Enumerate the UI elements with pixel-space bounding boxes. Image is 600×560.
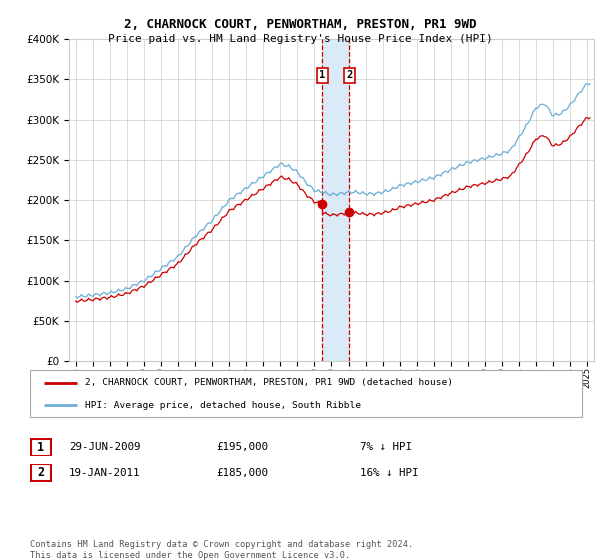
Text: 29-JUN-2009: 29-JUN-2009	[69, 442, 140, 452]
Text: 2: 2	[37, 466, 44, 479]
Text: Price paid vs. HM Land Registry's House Price Index (HPI): Price paid vs. HM Land Registry's House …	[107, 34, 493, 44]
Text: 2: 2	[346, 71, 352, 81]
Text: 7% ↓ HPI: 7% ↓ HPI	[360, 442, 412, 452]
FancyBboxPatch shape	[30, 370, 582, 417]
Text: HPI: Average price, detached house, South Ribble: HPI: Average price, detached house, Sout…	[85, 401, 361, 410]
Bar	[322, 39, 349, 361]
FancyBboxPatch shape	[31, 439, 51, 456]
Text: 2, CHARNOCK COURT, PENWORTHAM, PRESTON, PR1 9WD: 2, CHARNOCK COURT, PENWORTHAM, PRESTON, …	[124, 18, 476, 31]
Text: 1: 1	[37, 441, 44, 454]
Text: Contains HM Land Registry data © Crown copyright and database right 2024.
This d: Contains HM Land Registry data © Crown c…	[30, 540, 413, 560]
FancyBboxPatch shape	[31, 464, 51, 481]
Text: 2, CHARNOCK COURT, PENWORTHAM, PRESTON, PR1 9WD (detached house): 2, CHARNOCK COURT, PENWORTHAM, PRESTON, …	[85, 379, 453, 388]
Text: £195,000: £195,000	[216, 442, 268, 452]
Text: 1: 1	[319, 71, 325, 81]
Text: 19-JAN-2011: 19-JAN-2011	[69, 468, 140, 478]
Text: £185,000: £185,000	[216, 468, 268, 478]
Text: 16% ↓ HPI: 16% ↓ HPI	[360, 468, 419, 478]
